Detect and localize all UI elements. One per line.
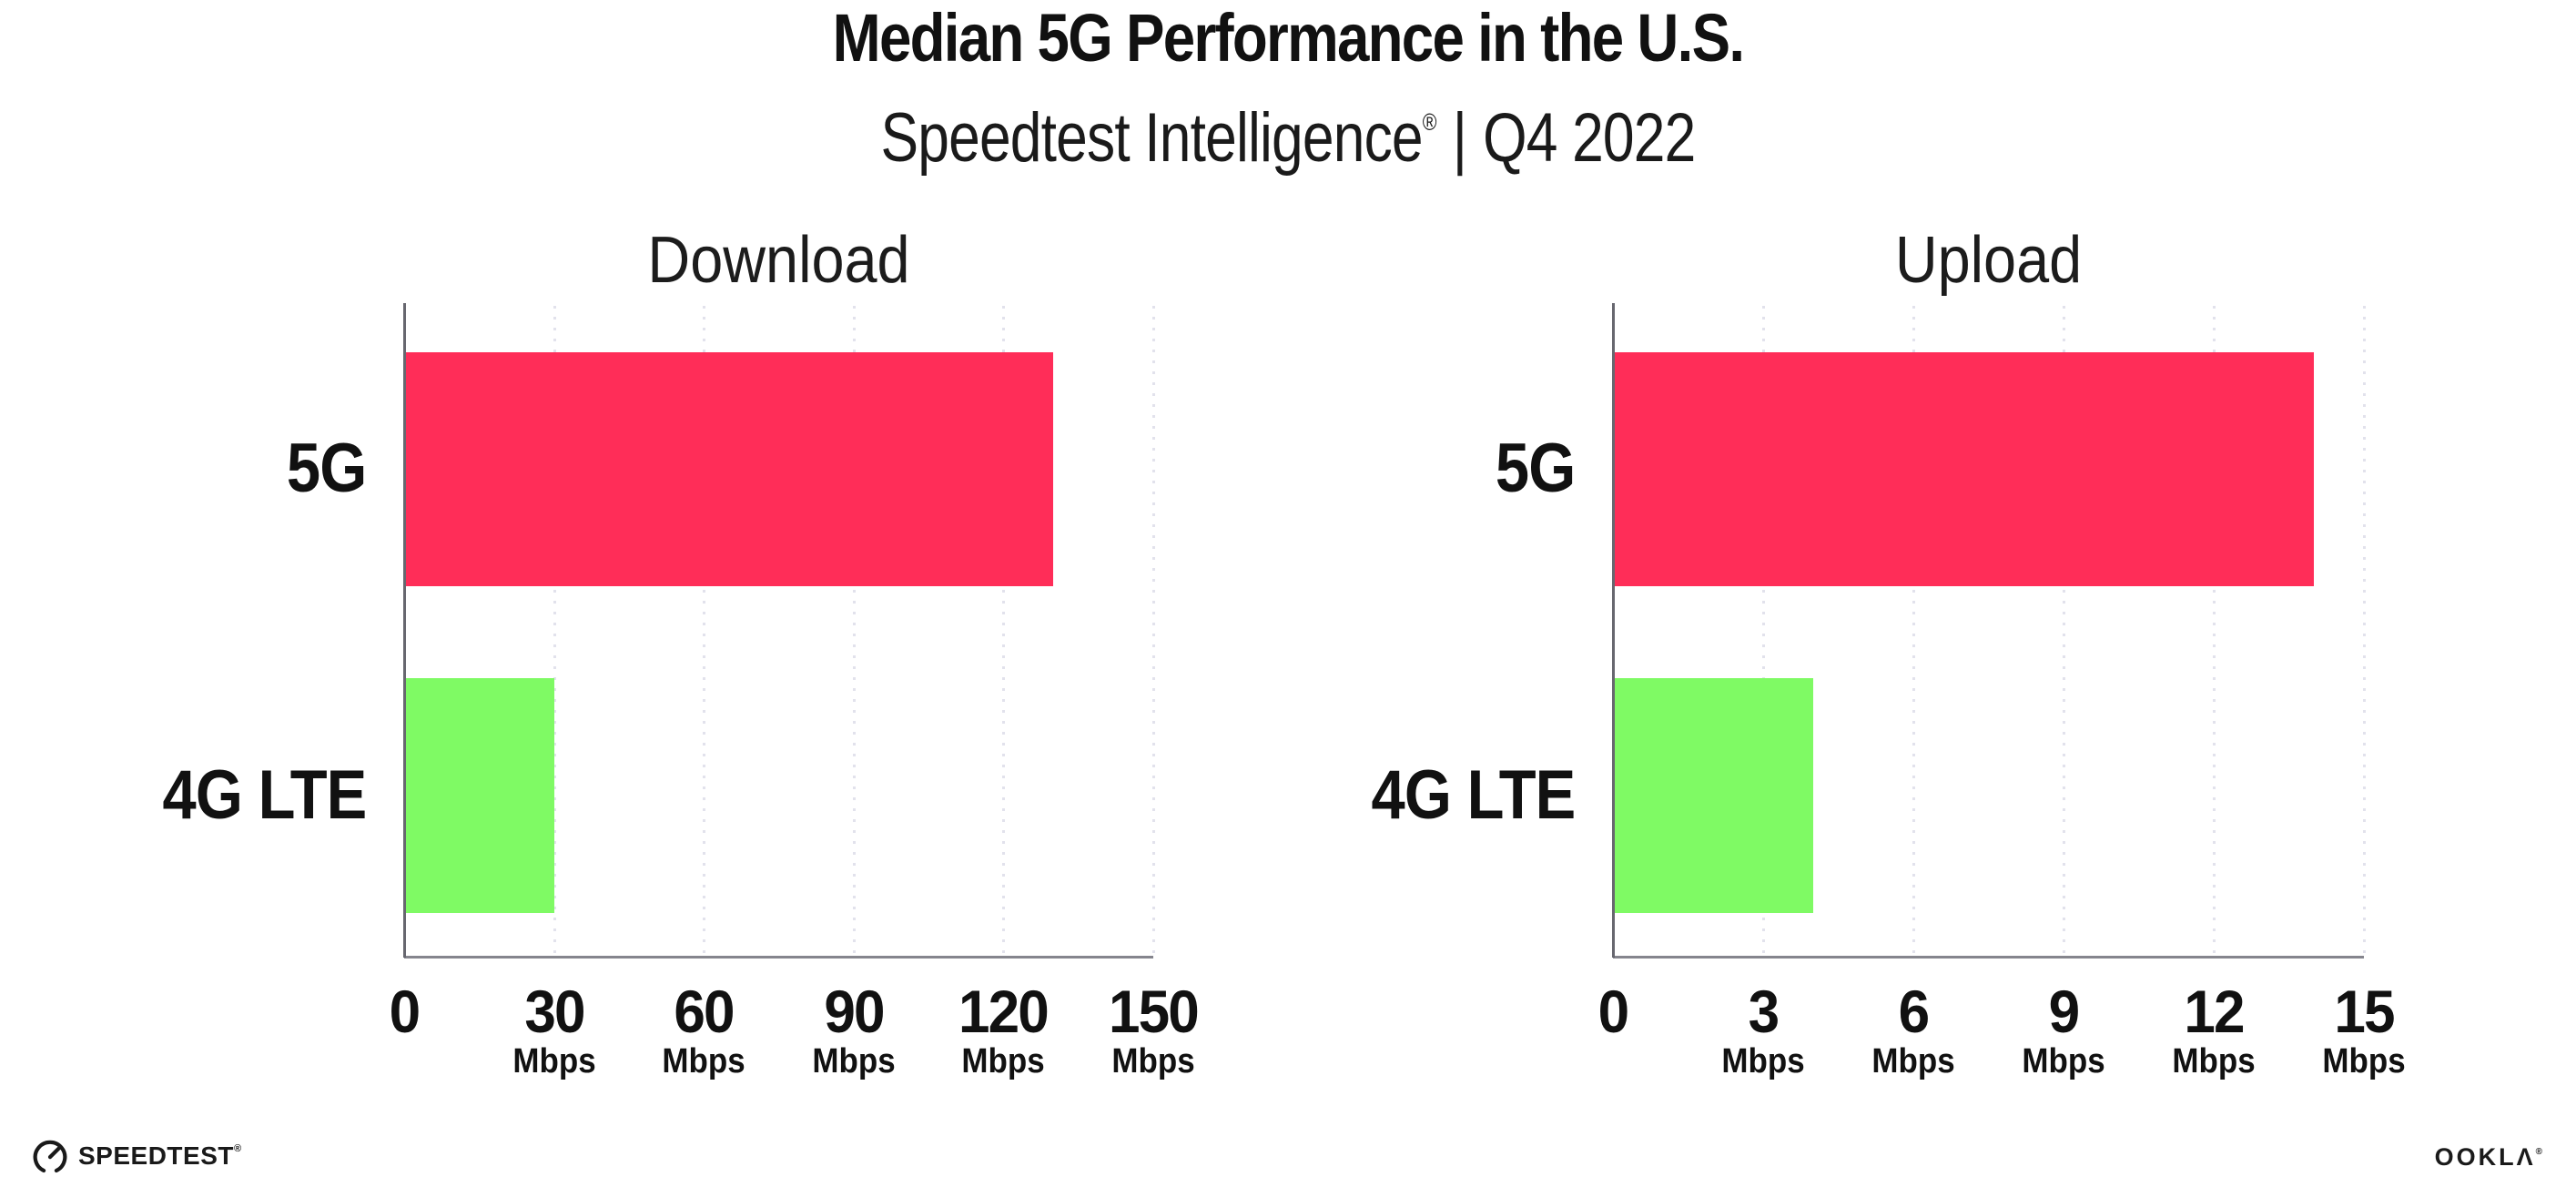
- gridline-120: [1002, 306, 1006, 958]
- x-tick-150: 150 Mbps: [1106, 981, 1201, 1080]
- x-tick-15: 15 Mbps: [2318, 981, 2409, 1080]
- gridline-3: [1762, 306, 1765, 958]
- x-tick-value: 150: [1109, 978, 1200, 1045]
- gridline-30: [553, 306, 556, 958]
- x-tick-120: 120 Mbps: [956, 981, 1050, 1080]
- y-axis-line: [1612, 303, 1615, 958]
- subtitle-period: Q4 2022: [1483, 99, 1696, 177]
- gridline-60: [703, 306, 706, 958]
- registered-mark-icon: ®: [233, 1143, 242, 1154]
- x-tick-value: 0: [389, 978, 421, 1045]
- x-tick-value: 6: [1898, 978, 1931, 1045]
- category-label-5g: 5G: [286, 430, 367, 507]
- speedtest-wordmark: SPEEDTEST®: [78, 1141, 241, 1171]
- registered-mark-icon: ®: [2535, 1147, 2542, 1157]
- page-subtitle: Speedtest Intelligence® | Q4 2022: [232, 84, 2345, 177]
- x-tick-unit: Mbps: [1111, 1042, 1195, 1080]
- bar-4g-lte: [404, 678, 554, 913]
- x-tick-unit: Mbps: [1721, 1042, 1805, 1080]
- category-label-5g: 5G: [1495, 430, 1576, 507]
- category-label-4g-lte: 4G LTE: [1371, 756, 1576, 834]
- x-tick-unit: Mbps: [2022, 1042, 2105, 1080]
- upload-chart: Upload 5G 4G LTE 0 3 Mbps 6 Mbps 9 Mbps 12 Mbps 1…: [1371, 0, 2406, 1197]
- bar-5g: [404, 352, 1054, 586]
- x-tick-unit: Mbps: [2322, 1042, 2406, 1080]
- x-tick-30: 30 Mbps: [509, 981, 599, 1080]
- x-tick-unit: Mbps: [961, 1042, 1046, 1080]
- x-tick-9: 9 Mbps: [2018, 981, 2108, 1080]
- speedtest-wordmark-text: SPEEDTEST: [78, 1141, 234, 1170]
- x-tick-0: 0: [389, 981, 421, 1041]
- x-tick-6: 6 Mbps: [1868, 981, 1958, 1080]
- x-tick-value: 15: [2334, 978, 2395, 1045]
- x-axis-line: [404, 956, 1153, 959]
- x-tick-unit: Mbps: [512, 1042, 596, 1080]
- x-axis-line: [1613, 956, 2364, 959]
- x-axis-ticks: 0 3 Mbps 6 Mbps 9 Mbps 12 Mbps 15 Mbps: [1598, 981, 2406, 1090]
- x-tick-unit: Mbps: [812, 1042, 896, 1080]
- x-tick-value: 120: [958, 978, 1050, 1045]
- ookla-wordmark-text: OOKLΛ: [2434, 1143, 2536, 1171]
- subtitle-brand: Speedtest Intelligence: [880, 99, 1424, 177]
- x-tick-value: 9: [2048, 978, 2081, 1045]
- x-tick-0: 0: [1597, 978, 1630, 1045]
- x-tick-value: 3: [1748, 978, 1780, 1045]
- gridline-9: [2063, 306, 2065, 958]
- category-label-4g-lte: 4G LTE: [162, 756, 367, 834]
- plot-area: [403, 303, 1155, 958]
- gridline-6: [1912, 306, 1915, 958]
- page-title: Median 5G Performance in the U.S.: [832, 0, 1745, 76]
- x-tick-value: 12: [2184, 978, 2245, 1045]
- download-chart: Download 5G 4G LTE 0 30 Mbps 60 Mbps 90 Mbps 12…: [162, 0, 1200, 1197]
- x-tick-value: 90: [824, 978, 885, 1045]
- registered-mark-icon: ®: [1422, 108, 1437, 136]
- gridline-150: [1152, 306, 1155, 958]
- chart-title-upload: Upload: [1894, 224, 2083, 297]
- x-tick-value: 60: [674, 978, 735, 1045]
- gridline-15: [2363, 306, 2366, 958]
- speedtest-logo: SPEEDTEST®: [31, 1137, 241, 1175]
- x-tick-value: 30: [523, 978, 585, 1045]
- x-tick-60: 60 Mbps: [659, 981, 749, 1080]
- plot-area: [1612, 303, 2366, 958]
- ookla-logo: OOKLΛ®: [2435, 1143, 2542, 1172]
- gridline-90: [852, 306, 856, 958]
- speedtest-gauge-icon: [33, 1140, 67, 1173]
- y-axis-line: [403, 303, 406, 958]
- x-tick-12: 12 Mbps: [2168, 981, 2258, 1080]
- x-tick-3: 3 Mbps: [1718, 981, 1808, 1080]
- x-axis-ticks: 0 30 Mbps 60 Mbps 90 Mbps 120 Mbps 150 Mbps: [390, 981, 1200, 1090]
- x-tick-unit: Mbps: [1871, 1042, 1955, 1080]
- x-tick-unit: Mbps: [662, 1042, 745, 1080]
- bar-4g-lte: [1613, 678, 1813, 913]
- x-tick-unit: Mbps: [2172, 1042, 2256, 1080]
- gridline-12: [2213, 306, 2216, 958]
- bar-5g: [1613, 352, 2314, 586]
- x-tick-90: 90 Mbps: [808, 981, 898, 1080]
- chart-title-download: Download: [647, 224, 910, 297]
- subtitle-divider: |: [1452, 99, 1467, 177]
- x-tick-value: 0: [1597, 978, 1630, 1045]
